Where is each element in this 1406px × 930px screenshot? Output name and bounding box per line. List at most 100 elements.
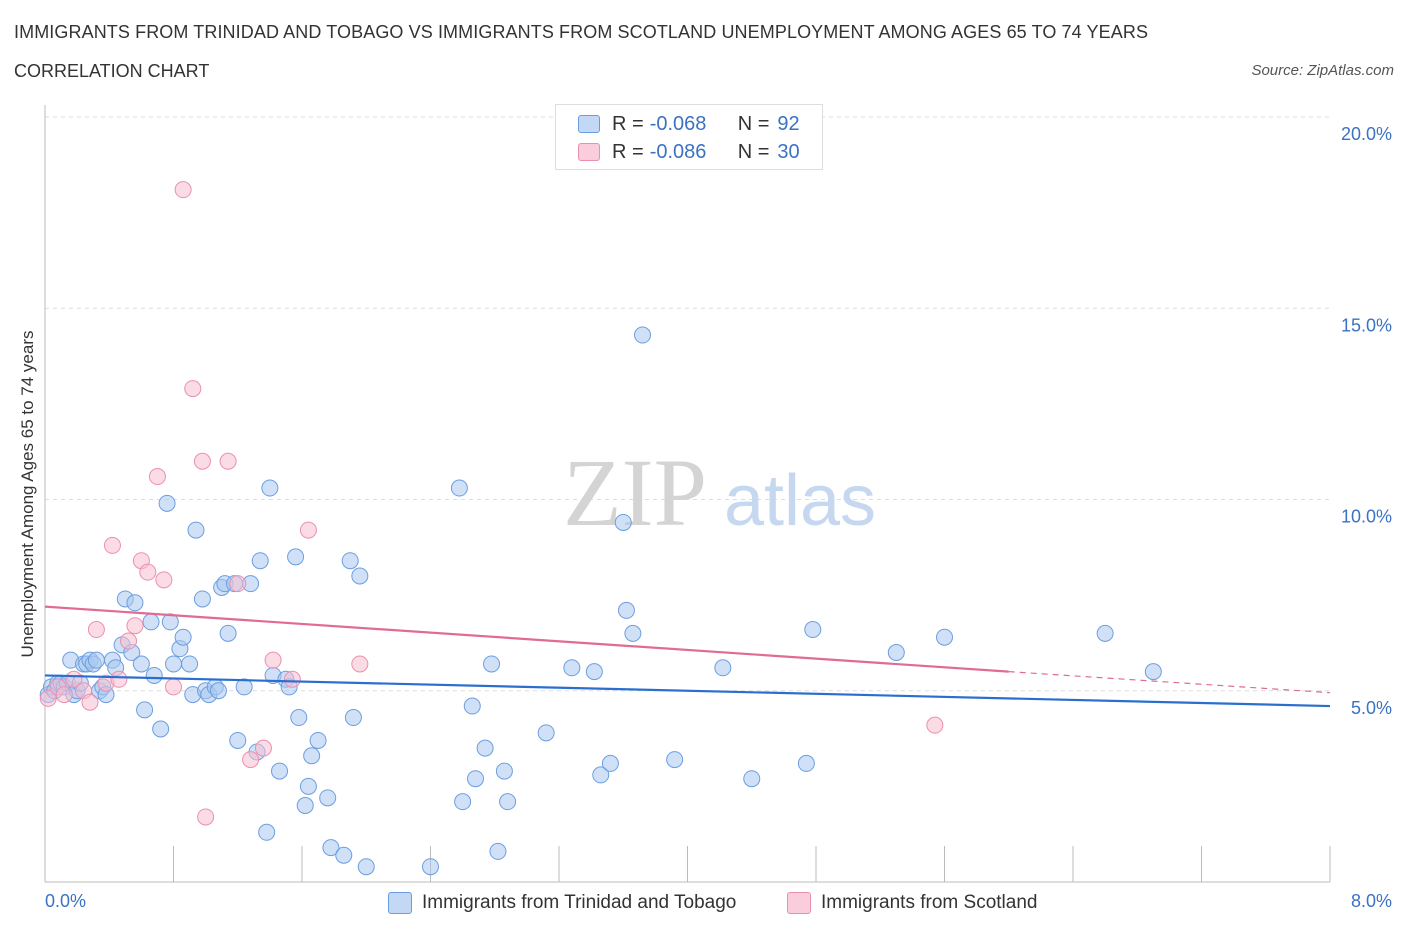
data-point-trinidad	[187, 521, 205, 539]
data-point-trinidad	[309, 731, 327, 749]
data-point-scotland	[155, 571, 173, 589]
data-point-trinidad	[357, 858, 375, 876]
data-point-trinidad	[1096, 624, 1114, 642]
legend-r-value: -0.068	[649, 112, 707, 135]
data-point-trinidad	[142, 613, 160, 631]
data-point-trinidad	[290, 709, 308, 727]
data-point-scotland	[139, 563, 157, 581]
legend-item-trinidad: Immigrants from Trinidad and Tobago	[388, 890, 736, 916]
data-point-trinidad	[666, 751, 684, 769]
data-point-trinidad	[287, 548, 305, 566]
legend-swatch-pink	[578, 143, 600, 161]
data-point-trinidad	[152, 720, 170, 738]
legend-swatch-pink	[787, 892, 811, 914]
data-point-scotland	[219, 452, 237, 470]
legend-swatch-blue	[578, 115, 600, 133]
data-point-trinidad	[174, 628, 192, 646]
data-point-scotland	[254, 739, 272, 757]
data-point-trinidad	[271, 762, 289, 780]
watermark-atlas: atlas	[724, 461, 876, 541]
data-point-trinidad	[193, 590, 211, 608]
legend-n-label: N =	[737, 140, 770, 163]
data-point-trinidad	[585, 663, 603, 681]
chart-subtitle: CORRELATION CHART	[14, 61, 210, 81]
data-point-trinidad	[537, 724, 555, 742]
data-point-trinidad	[614, 513, 632, 531]
data-point-scotland	[39, 689, 57, 707]
data-point-scotland	[197, 808, 215, 826]
trend-lines	[44, 605, 1331, 708]
data-point-trinidad	[132, 655, 150, 673]
data-point-scotland	[148, 468, 166, 486]
data-point-trinidad	[258, 823, 276, 841]
data-point-scotland	[87, 621, 105, 639]
data-point-scotland	[103, 536, 121, 554]
data-point-scotland	[110, 670, 128, 688]
watermark: ZIP atlas	[563, 439, 876, 546]
legend-r-label: R =	[612, 140, 644, 163]
y-tick-label: 20.0%	[1341, 124, 1392, 144]
data-point-scotland	[120, 632, 138, 650]
data-point-trinidad	[344, 709, 362, 727]
x-tick-label-start: 0.0%	[45, 891, 86, 911]
data-point-trinidad	[450, 479, 468, 497]
y-tick-label: 10.0%	[1341, 507, 1392, 527]
data-point-trinidad	[235, 678, 253, 696]
legend-swatch-blue	[388, 892, 412, 914]
data-point-trinidad	[87, 651, 105, 669]
data-point-trinidad	[165, 655, 182, 673]
watermark-zip: ZIP	[563, 439, 707, 546]
y-tick-label: 15.0%	[1341, 315, 1392, 335]
data-point-trinidad	[466, 770, 484, 788]
y-axis-label: Unemployment Among Ages 65 to 74 years	[18, 331, 37, 658]
data-point-trinidad	[454, 793, 472, 811]
legend-r-value: -0.086	[649, 140, 707, 163]
data-point-scotland	[165, 678, 182, 696]
stats-legend: R = -0.068 N = 92 R = -0.086 N = 30	[555, 104, 823, 170]
data-point-trinidad	[158, 494, 176, 512]
data-point-scotland	[299, 521, 317, 539]
data-point-trinidad	[261, 479, 279, 497]
data-point-trinidad	[322, 839, 340, 857]
data-point-scotland	[193, 452, 211, 470]
data-point-trinidad	[335, 846, 353, 864]
data-point-trinidad	[209, 682, 227, 700]
data-point-trinidad	[624, 624, 642, 642]
data-point-trinidad	[804, 621, 822, 639]
data-point-scotland	[926, 716, 944, 734]
data-point-trinidad	[229, 731, 247, 749]
data-point-trinidad	[743, 770, 761, 788]
legend-r-label: R =	[612, 112, 644, 135]
x-tick-label-end: 8.0%	[1351, 891, 1392, 911]
chart-title: IMMIGRANTS FROM TRINIDAD AND TOBAGO VS I…	[14, 22, 1149, 42]
data-point-scotland	[242, 751, 260, 769]
trend-line-scotland	[44, 605, 1009, 673]
data-point-trinidad	[495, 762, 513, 780]
data-point-trinidad	[296, 797, 314, 814]
legend-n-value: 30	[777, 140, 800, 163]
data-point-trinidad	[617, 601, 635, 619]
data-point-trinidad	[126, 594, 144, 612]
data-point-trinidad	[592, 766, 610, 784]
data-point-trinidad	[251, 552, 269, 570]
data-point-trinidad	[145, 666, 163, 684]
legend-row-trinidad: R = -0.068 N = 92	[578, 111, 800, 137]
series-trinidad-points	[39, 326, 1162, 876]
data-point-trinidad	[161, 613, 179, 631]
data-point-scotland	[283, 670, 301, 688]
legend-label-trinidad: Immigrants from Trinidad and Tobago	[422, 892, 737, 913]
data-point-trinidad	[714, 659, 732, 677]
data-point-trinidad	[422, 858, 439, 876]
data-point-scotland	[81, 693, 99, 711]
data-point-trinidad	[303, 747, 321, 765]
data-point-trinidad	[483, 655, 501, 673]
source-label: Source: ZipAtlas.com	[1251, 62, 1394, 79]
data-point-trinidad	[797, 754, 815, 772]
data-point-trinidad	[463, 697, 481, 715]
data-point-scotland	[126, 617, 144, 635]
data-point-trinidad	[563, 659, 581, 677]
data-point-scotland	[55, 686, 73, 704]
series-scotland-points	[39, 181, 944, 826]
data-point-trinidad	[181, 655, 199, 673]
